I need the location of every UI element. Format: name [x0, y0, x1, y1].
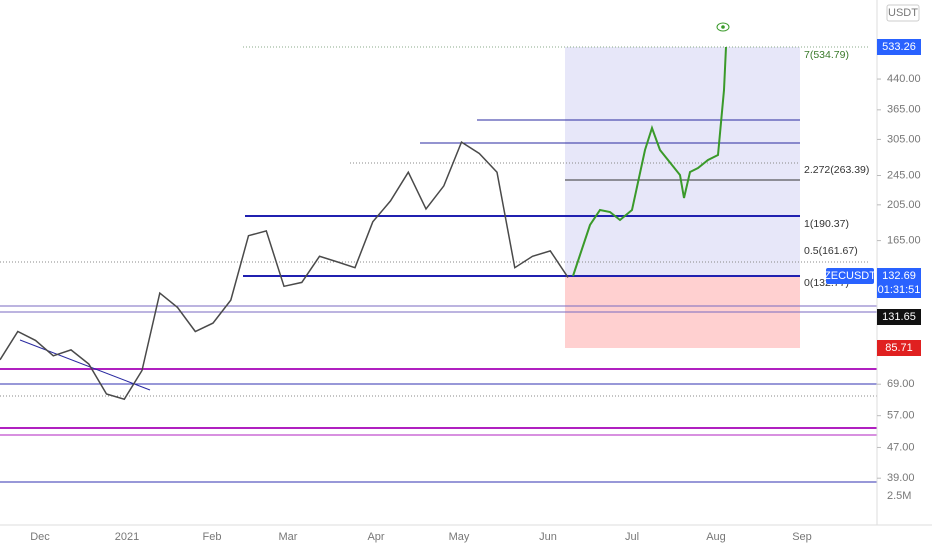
y-tick-label: 47.00	[887, 441, 915, 453]
x-tick-label: Feb	[203, 531, 222, 543]
y-tick-label: 440.00	[887, 73, 921, 85]
y-tick-label: 365.00	[887, 104, 921, 116]
stop-tag	[877, 340, 921, 356]
symbol-tag	[826, 268, 874, 284]
price-line	[0, 140, 569, 401]
projection-path	[572, 46, 727, 277]
fib-label: 2.272(263.39)	[804, 164, 869, 176]
last-price-tag	[877, 268, 921, 298]
x-tick-label: Apr	[367, 531, 384, 543]
x-tick-label: Aug	[706, 531, 726, 543]
level-price: 131.65	[882, 311, 916, 323]
x-tick-label: Dec	[30, 531, 50, 543]
profit-zone	[565, 47, 800, 276]
y-tick-label: 305.00	[887, 133, 921, 145]
eye-icon	[721, 25, 725, 29]
target-price: 533.26	[882, 41, 916, 53]
currency-box	[886, 4, 920, 22]
levels	[0, 46, 877, 483]
x-tick-label: May	[449, 531, 470, 543]
countdown: 01:31:51	[878, 284, 921, 296]
eye-icon	[716, 22, 730, 32]
fib-label: 1(190.37)	[804, 218, 849, 230]
level-tag	[877, 309, 921, 325]
x-tick-label: Jun	[539, 531, 557, 543]
y-tick-label: 165.00	[887, 235, 921, 247]
trendline	[19, 339, 151, 391]
y-tick-label: 205.00	[887, 199, 921, 211]
y-tick-label: 57.00	[887, 410, 915, 422]
currency: USDT	[888, 7, 918, 19]
y-tick-label: 39.00	[887, 472, 915, 484]
x-tick-label: Sep	[792, 531, 812, 543]
x-tick-label: 2021	[115, 531, 139, 543]
stop-price: 85.71	[885, 342, 913, 354]
x-tick-label: Mar	[279, 531, 298, 543]
fib-label: 0.5(161.67)	[804, 245, 858, 257]
fib-label: 7(534.79)	[804, 49, 849, 61]
last-price: 132.69	[882, 270, 916, 282]
y-tick-label: 245.00	[887, 169, 921, 181]
x-tick-label: Jul	[625, 531, 639, 543]
volume-label: 2.5M	[887, 490, 911, 502]
y-tick-label: 69.00	[887, 378, 915, 390]
symbol: ZECUSDT	[824, 270, 876, 282]
target-tag	[877, 39, 921, 55]
